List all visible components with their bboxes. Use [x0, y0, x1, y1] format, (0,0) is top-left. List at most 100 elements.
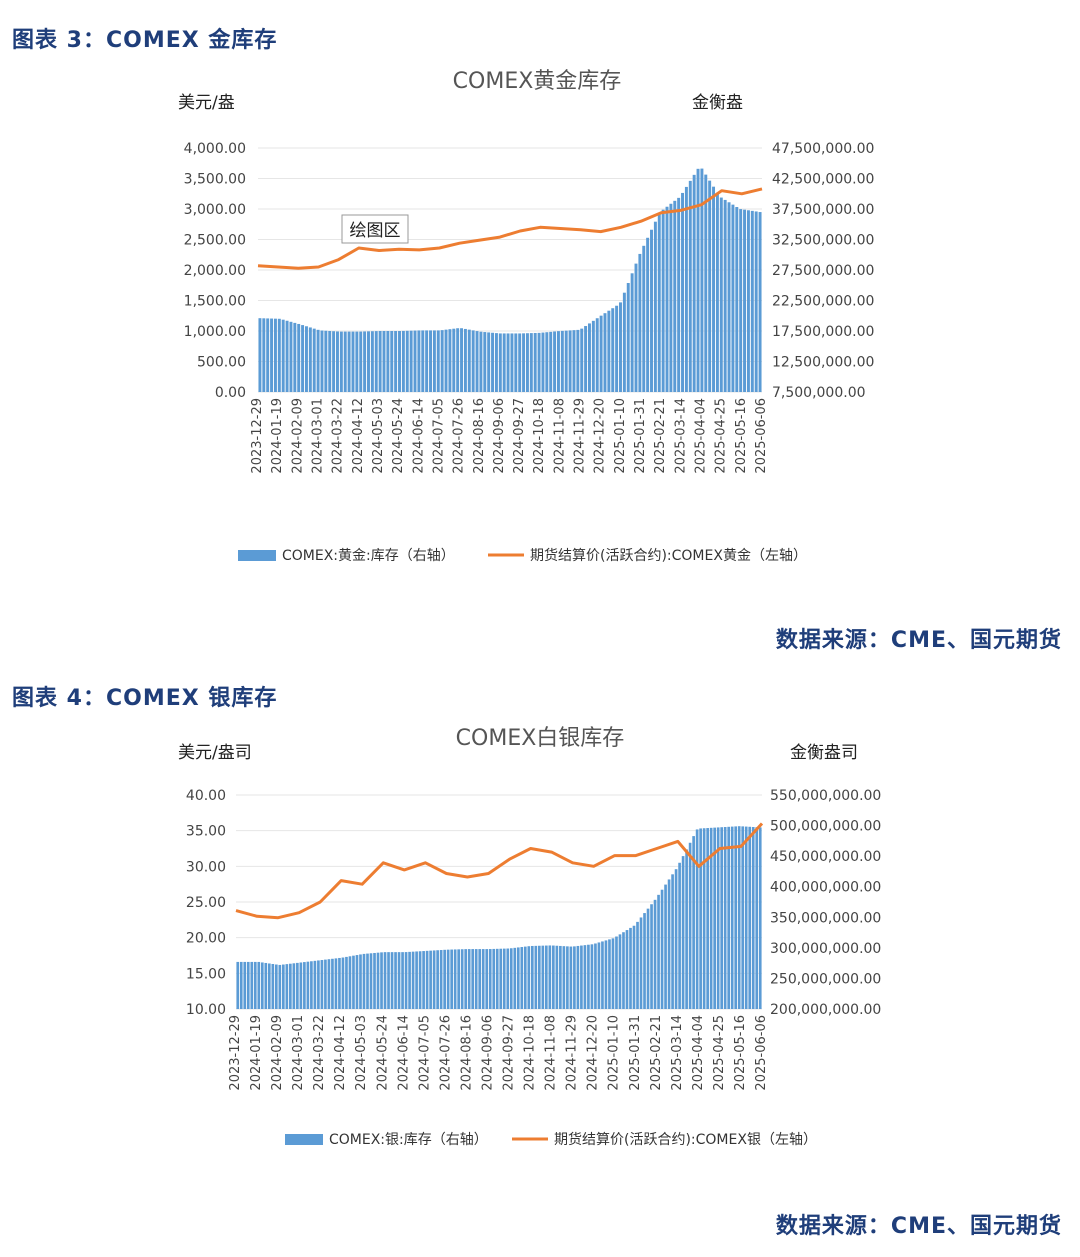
inventory-bar — [320, 330, 324, 392]
legend-line-label: 期货结算价(活跃合约):COMEX银（左轴） — [554, 1131, 817, 1148]
inventory-bar — [292, 963, 296, 1009]
inventory-bar — [541, 945, 545, 1009]
inventory-bar — [355, 955, 359, 1009]
inventory-bar — [650, 904, 653, 1009]
inventory-bar — [401, 330, 405, 392]
inventory-bar — [306, 961, 310, 1009]
inventory-bar — [401, 952, 404, 1009]
inventory-bar — [664, 884, 667, 1009]
inventory-bar — [316, 329, 320, 392]
inventory-bar — [684, 186, 688, 392]
left-axis-tick: 35.00 — [186, 824, 226, 840]
inventory-bar — [699, 828, 702, 1009]
inventory-bar — [730, 826, 734, 1009]
inventory-bar — [677, 197, 681, 392]
inventory-bar — [278, 964, 282, 1009]
inventory-bar — [692, 836, 695, 1009]
legend-bar-label: COMEX:黄金:库存（右轴） — [282, 547, 455, 564]
right-axis-unit: 金衡盎司 — [790, 743, 858, 763]
inventory-bar — [608, 939, 611, 1009]
left-axis-tick: 40.00 — [186, 788, 226, 804]
inventory-bar — [411, 951, 415, 1009]
inventory-bar — [324, 330, 328, 392]
inventory-bar — [425, 950, 429, 1009]
inventory-bar — [716, 827, 720, 1009]
inventory-bar — [741, 826, 745, 1009]
inventory-bar — [443, 949, 446, 1009]
x-axis-tick: 2025-01-31 — [633, 398, 648, 474]
inventory-bar — [257, 961, 261, 1009]
x-axis-tick: 2024-06-14 — [411, 398, 426, 474]
inventory-bar — [553, 331, 557, 392]
inventory-bar — [324, 959, 327, 1009]
left-axis-tick: 30.00 — [186, 859, 226, 875]
right-axis-tick: 32,500,000.00 — [772, 233, 874, 249]
inventory-bar — [734, 826, 738, 1009]
inventory-bar — [569, 946, 573, 1009]
inventory-bar — [548, 945, 552, 1009]
inventory-bar — [250, 961, 254, 1009]
inventory-bar — [516, 947, 520, 1009]
inventory-bar — [541, 332, 545, 392]
inventory-bar — [653, 221, 657, 392]
inventory-bar — [758, 212, 762, 392]
x-axis-tick: 2024-08-16 — [459, 1015, 474, 1091]
inventory-bar — [347, 331, 351, 392]
inventory-bar — [611, 308, 615, 392]
inventory-bar — [331, 958, 334, 1009]
x-axis-tick: 2024-08-16 — [472, 398, 487, 474]
inventory-bar — [487, 332, 491, 392]
inventory-bar — [706, 828, 709, 1009]
inventory-bar — [345, 956, 348, 1009]
x-axis-tick: 2024-04-12 — [333, 1015, 348, 1091]
inventory-bar — [661, 209, 665, 392]
inventory-bar — [293, 322, 297, 392]
inventory-bar — [436, 330, 440, 392]
inventory-bar — [439, 950, 443, 1009]
inventory-bar — [394, 331, 398, 392]
inventory-bar — [373, 952, 376, 1009]
inventory-bar — [566, 946, 569, 1009]
inventory-bar — [264, 962, 268, 1009]
inventory-bar — [260, 962, 264, 1009]
x-axis-tick: 2024-06-14 — [396, 1015, 411, 1091]
inventory-bar — [731, 204, 735, 392]
inventory-bar — [475, 331, 479, 392]
inventory-bar — [491, 332, 495, 392]
inventory-bar — [595, 318, 599, 392]
left-axis-tick: 500.00 — [197, 355, 246, 371]
x-axis-tick: 2025-04-25 — [714, 398, 729, 474]
inventory-bar — [352, 955, 355, 1009]
inventory-bar — [657, 894, 660, 1009]
inventory-bar — [695, 829, 699, 1009]
x-axis-tick: 2025-02-21 — [653, 398, 668, 474]
inventory-bar — [556, 331, 560, 392]
left-axis-tick: 4,000.00 — [184, 141, 246, 157]
legend-line-label: 期货结算价(活跃合约):COMEX黄金（左轴） — [530, 547, 807, 564]
x-axis-tick: 2025-04-04 — [694, 398, 709, 474]
inventory-bar — [359, 331, 363, 392]
inventory-bar — [564, 330, 568, 392]
inventory-bar — [366, 953, 369, 1009]
inventory-bar — [359, 954, 362, 1009]
inventory-bar — [495, 948, 499, 1009]
inventory-bar — [522, 333, 526, 392]
inventory-bar — [460, 328, 464, 392]
inventory-bar — [328, 330, 332, 392]
inventory-bar — [560, 330, 564, 392]
inventory-bar — [607, 310, 611, 392]
inventory-bar — [758, 827, 762, 1009]
inventory-bar — [429, 330, 432, 392]
x-axis-tick: 2025-03-14 — [670, 1015, 685, 1091]
x-axis-tick: 2024-09-06 — [492, 398, 507, 474]
inventory-bar — [273, 318, 277, 392]
inventory-bar — [432, 950, 436, 1009]
x-axis-tick: 2024-12-20 — [586, 1015, 601, 1091]
inventory-bar — [580, 328, 584, 392]
inventory-bar — [555, 945, 559, 1009]
inventory-bar — [611, 938, 615, 1009]
x-axis-tick: 2025-01-31 — [628, 1015, 643, 1091]
inventory-bar — [754, 211, 758, 392]
inventory-bar — [642, 245, 646, 392]
inventory-bar — [481, 949, 485, 1009]
